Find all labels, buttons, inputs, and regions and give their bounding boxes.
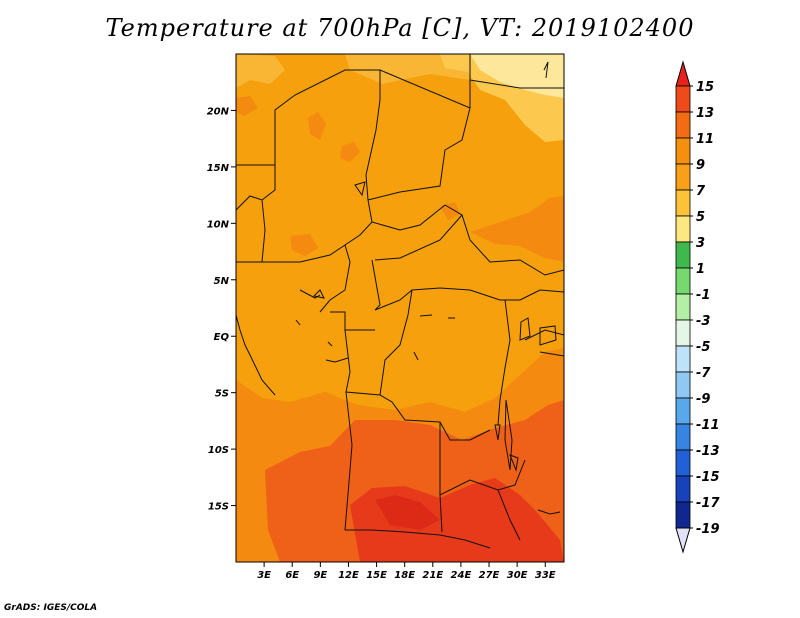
field-warm-east-2 bbox=[290, 234, 318, 256]
colorbar-box bbox=[675, 397, 691, 425]
colorbar-label: 15 bbox=[696, 80, 714, 95]
x-tick-label: 15E bbox=[366, 570, 387, 581]
field-south-15b bbox=[375, 495, 440, 530]
field-warm-east-1 bbox=[470, 196, 564, 262]
colorbar-box bbox=[675, 215, 691, 243]
colorbar-box bbox=[675, 293, 691, 321]
border-lines bbox=[236, 54, 564, 549]
colorbar-box bbox=[675, 85, 691, 113]
colorbar-box bbox=[675, 189, 691, 217]
colorbar-label: -15 bbox=[696, 470, 720, 485]
colorbar-label: -11 bbox=[696, 418, 720, 433]
colorbar-label: 13 bbox=[696, 106, 714, 121]
y-tick-label: 15S bbox=[208, 502, 229, 513]
x-tick-label: 12E bbox=[338, 570, 359, 581]
colorbar-label: -3 bbox=[696, 314, 710, 329]
colorbar-label: -17 bbox=[696, 496, 720, 511]
x-axis: 3E 6E 9E 12E 15E 18E 21E 24E 27E 30E 33E bbox=[257, 562, 556, 581]
colorbar-label: -1 bbox=[696, 288, 710, 303]
y-tick-label: EQ bbox=[214, 332, 230, 343]
colorbar-top-arrow bbox=[675, 60, 691, 87]
colorbar-label: -5 bbox=[696, 340, 710, 355]
y-tick-label: 10S bbox=[208, 445, 229, 456]
x-tick-label: 6E bbox=[285, 570, 299, 581]
colorbar-label: 11 bbox=[696, 132, 714, 147]
temperature-field bbox=[236, 54, 564, 562]
grads-credit: GrADS: IGES/COLA bbox=[4, 603, 98, 613]
field-warm-patch-2 bbox=[340, 142, 360, 162]
field-warm-east-3 bbox=[440, 202, 460, 220]
coastline-west bbox=[236, 314, 276, 396]
x-tick-label: 9E bbox=[313, 570, 327, 581]
colorbar-box bbox=[675, 449, 691, 477]
colorbar-label: -7 bbox=[696, 366, 711, 381]
x-tick-label: 24E bbox=[451, 570, 472, 581]
y-tick-label: 10N bbox=[207, 219, 230, 230]
x-tick-label: 27E bbox=[479, 570, 500, 581]
colorbar-box bbox=[675, 111, 691, 139]
y-axis: 20N 15N 10N 5N EQ 5S 10S 15S bbox=[207, 106, 236, 513]
x-tick-label: 3E bbox=[257, 570, 271, 581]
country-borders bbox=[236, 54, 564, 549]
colorbar-box bbox=[675, 241, 691, 269]
colorbar-box bbox=[675, 163, 691, 191]
colorbar-label: 3 bbox=[696, 236, 705, 251]
field-cool-nw-7 bbox=[236, 54, 285, 88]
colorbar-bottom-arrow bbox=[675, 527, 691, 554]
map-title: Temperature at 700hPa [C], VT: 201910240… bbox=[105, 14, 695, 42]
colorbar-box bbox=[675, 371, 691, 399]
y-tick-label: 15N bbox=[207, 163, 230, 174]
colorbar-box bbox=[675, 423, 691, 451]
colorbar-box bbox=[675, 137, 691, 165]
y-tick-label: 5N bbox=[214, 276, 230, 287]
x-tick-label: 30E bbox=[507, 570, 528, 581]
lake-outlines bbox=[354, 61, 561, 515]
colorbar: 15 13 11 9 7 5 3 1 -1 -3 -5 -7 -9 -11 -13 -15 -17 -19 bbox=[675, 60, 720, 554]
colorbar-label: -19 bbox=[696, 522, 720, 537]
y-tick-label: 5S bbox=[215, 389, 229, 400]
colorbar-label: 1 bbox=[696, 262, 705, 277]
colorbar-label: 9 bbox=[696, 158, 705, 173]
x-tick-label: 18E bbox=[394, 570, 415, 581]
colorbar-label: 5 bbox=[696, 210, 705, 225]
colorbar-label: -13 bbox=[696, 444, 720, 459]
colorbar-label: -9 bbox=[696, 392, 710, 407]
map-frame bbox=[235, 53, 565, 563]
colorbar-box bbox=[675, 345, 691, 373]
x-tick-label: 33E bbox=[535, 570, 556, 581]
y-tick-label: 20N bbox=[207, 106, 230, 117]
field-warm-patch-1 bbox=[308, 112, 326, 140]
colorbar-box bbox=[675, 475, 691, 503]
field-cool-ne-3 bbox=[470, 54, 564, 98]
colorbar-box bbox=[675, 267, 691, 295]
field-warm-patch-3 bbox=[236, 96, 258, 116]
colorbar-label: 7 bbox=[696, 184, 706, 199]
island-dots bbox=[295, 289, 455, 361]
x-tick-label: 21E bbox=[422, 570, 443, 581]
colorbar-box bbox=[675, 319, 691, 347]
colorbar-box bbox=[675, 501, 691, 529]
